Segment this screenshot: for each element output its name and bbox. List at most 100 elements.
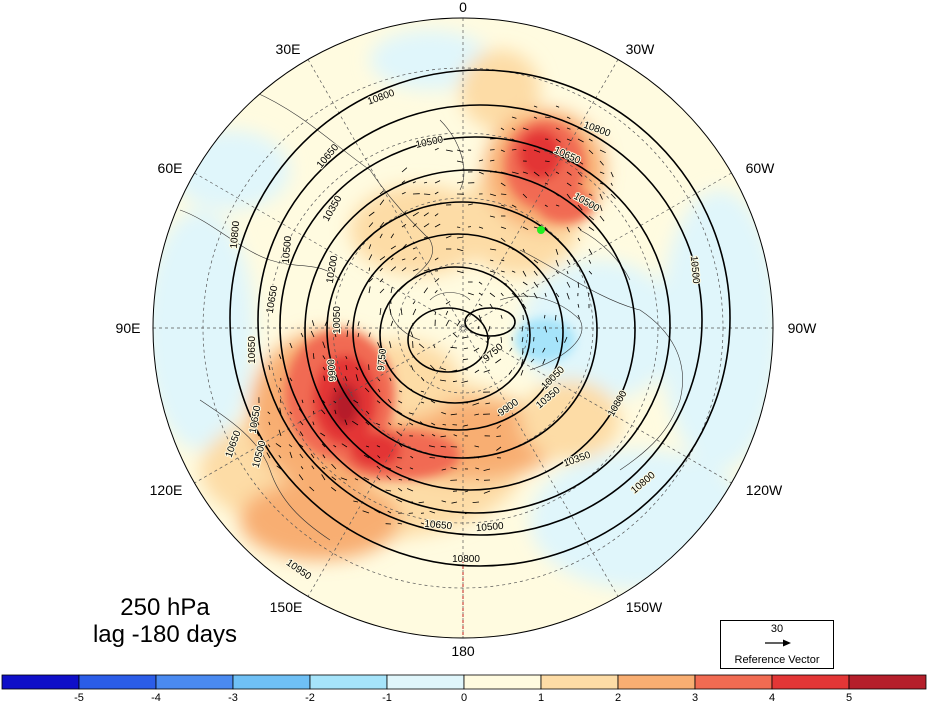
wind-vector	[577, 138, 584, 143]
colorbar-tick-label: -4	[151, 692, 161, 702]
wind-vector	[564, 336, 568, 343]
wind-vector	[401, 192, 406, 195]
wind-vector	[376, 400, 381, 404]
wind-vector	[445, 149, 453, 152]
wind-vector	[430, 364, 436, 371]
wind-vector	[511, 270, 516, 273]
wind-vector	[566, 171, 572, 176]
wind-vector	[345, 356, 348, 360]
wind-vector	[377, 378, 381, 382]
wind-vector	[522, 292, 528, 298]
wind-vector	[599, 215, 605, 222]
wind-vector	[299, 420, 304, 426]
wind-vector	[496, 435, 502, 437]
wind-vector	[368, 267, 371, 272]
wind-vector	[412, 247, 416, 250]
colorbar-tick-label: 0	[461, 692, 467, 702]
wind-vector	[379, 256, 386, 261]
wind-vector	[368, 234, 373, 239]
wind-vector	[476, 478, 480, 481]
wind-vector	[397, 487, 403, 492]
wind-vector	[389, 377, 392, 382]
wind-vector	[511, 171, 519, 175]
wind-vector	[511, 127, 516, 131]
wind-vector	[368, 254, 373, 261]
colorbar-tick-label: -2	[305, 692, 315, 702]
wind-vector	[577, 160, 584, 165]
wind-vector	[390, 245, 397, 250]
wind-vector	[255, 429, 260, 437]
wind-vector	[577, 204, 583, 211]
wind-vector	[544, 204, 548, 207]
wind-vector	[555, 127, 560, 130]
wind-vector	[341, 443, 348, 448]
wind-vector	[300, 332, 304, 338]
wind-vector	[401, 180, 406, 184]
wind-vector	[344, 376, 348, 382]
wind-vector	[289, 411, 293, 415]
wind-vector	[398, 479, 403, 481]
wind-vector	[577, 182, 583, 185]
wind-vector	[440, 435, 447, 438]
wind-vector	[412, 301, 416, 305]
wind-vector	[409, 467, 414, 470]
lag-label: lag -180 days	[92, 621, 238, 648]
wind-vector	[390, 233, 395, 239]
wind-vector	[577, 127, 583, 131]
wind-vector	[577, 171, 583, 177]
wind-vector	[489, 259, 494, 262]
wind-vector	[420, 401, 425, 404]
wind-vector	[355, 374, 359, 382]
colorbar-tick-label: 4	[769, 692, 775, 702]
lon-label-60e: 60E	[158, 160, 183, 176]
wind-vector	[520, 358, 524, 366]
wind-vector	[434, 257, 439, 261]
wind-vector	[431, 521, 436, 525]
wind-vector	[462, 402, 469, 404]
colorbar-swatch	[386, 674, 465, 690]
wind-vector	[456, 236, 464, 239]
wind-vector	[412, 268, 419, 272]
wind-vector	[390, 257, 394, 261]
wind-vector	[385, 489, 392, 492]
wind-vector	[462, 358, 469, 361]
wind-vector	[522, 149, 527, 152]
wind-vector	[433, 344, 436, 349]
wind-vector	[500, 171, 508, 174]
wind-vector	[474, 445, 480, 448]
wind-vector	[366, 410, 370, 415]
wind-vector	[368, 211, 375, 217]
wind-vector	[555, 138, 561, 143]
wind-vector	[355, 366, 359, 371]
wind-vector	[522, 226, 529, 231]
contour-label: 10500	[281, 235, 294, 264]
wind-vector	[599, 204, 603, 212]
wind-vector	[278, 354, 282, 360]
wind-vector	[566, 281, 571, 288]
wind-vector	[533, 105, 538, 108]
colorbar-swatch	[617, 674, 696, 690]
wind-vector	[434, 202, 442, 206]
wind-vector	[401, 243, 407, 250]
station-marker	[537, 226, 545, 234]
wind-vector	[313, 399, 315, 404]
wind-vector	[521, 336, 524, 343]
wind-vector	[331, 463, 337, 470]
wind-vector	[478, 303, 483, 307]
wind-vector	[478, 292, 483, 296]
wind-vector	[588, 171, 595, 177]
colorbar-swatch	[463, 674, 542, 690]
wind-vector	[478, 314, 482, 322]
colorbar-tick-label: 2	[615, 692, 621, 702]
wind-vector	[588, 149, 594, 155]
wind-vector	[452, 380, 458, 383]
wind-vector	[434, 311, 437, 316]
wind-vector	[419, 421, 425, 426]
wind-vector	[599, 149, 606, 154]
wind-vector	[412, 223, 417, 228]
wind-vector	[462, 336, 469, 339]
wind-vector	[521, 325, 524, 332]
wind-vector	[456, 226, 461, 228]
wind-vector	[310, 330, 315, 338]
plot-title: 250 hPa lag -180 days	[60, 594, 270, 648]
